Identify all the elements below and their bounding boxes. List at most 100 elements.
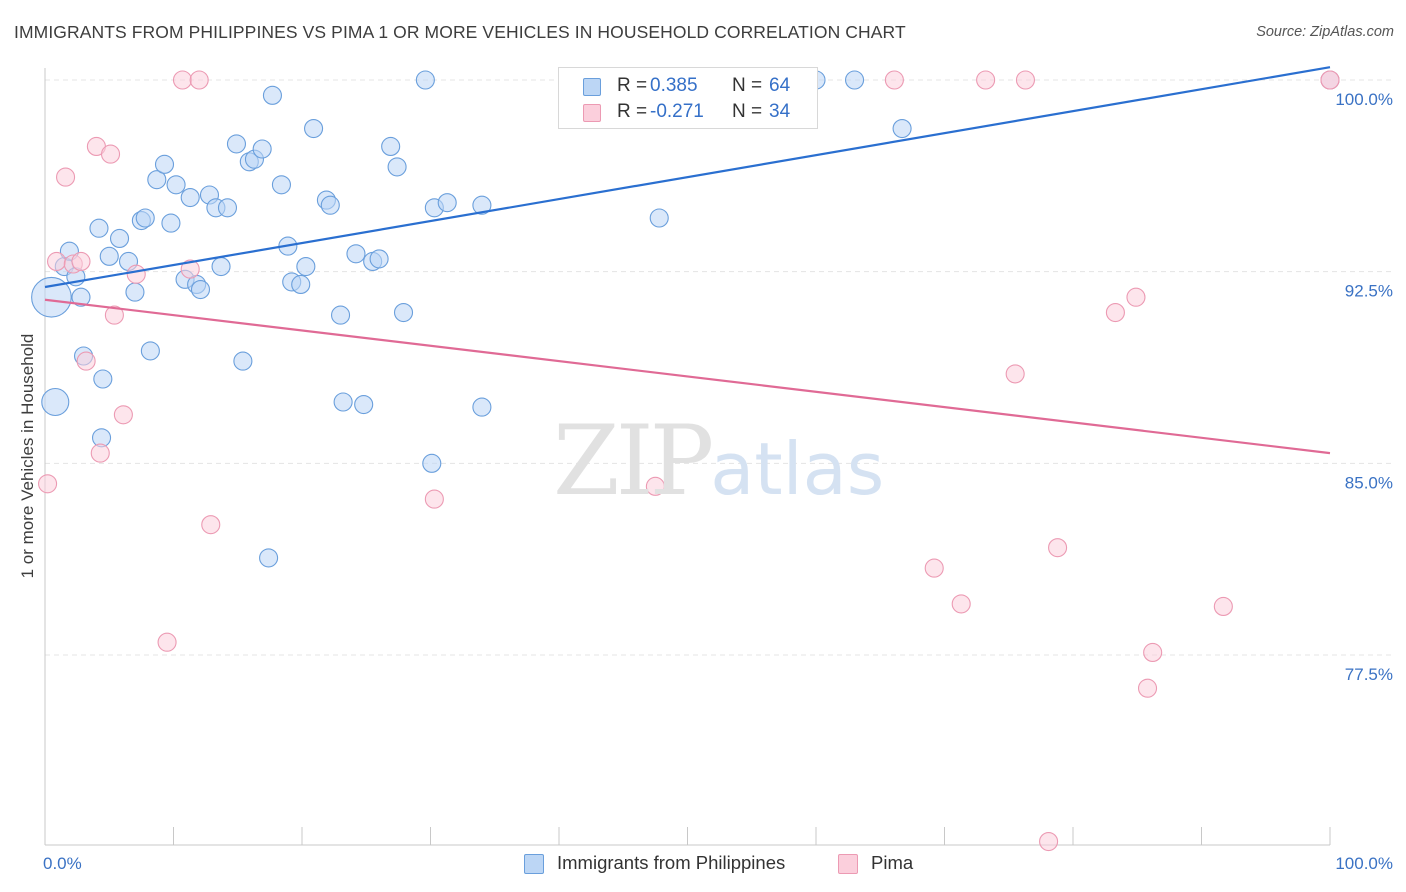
philippines-point: [387, 157, 407, 177]
pima-point: [47, 251, 67, 271]
philippines-point: [180, 188, 200, 208]
philippines-point: [226, 134, 247, 154]
philippines-point: [135, 208, 155, 228]
philippines-point: [354, 395, 374, 415]
philippines-point: [333, 392, 353, 412]
philippines-point: [271, 175, 291, 195]
pima-point: [71, 251, 91, 271]
philippines-point: [89, 218, 109, 238]
legend-label-pima: Pima: [871, 852, 914, 873]
pima-point: [104, 305, 124, 325]
philippines-point: [252, 139, 272, 159]
pima-point: [1039, 832, 1059, 852]
pima-point: [645, 476, 665, 496]
philippines-point: [437, 193, 457, 213]
pima-point: [113, 405, 133, 425]
watermark-zip: ZIP: [553, 405, 714, 517]
philippines-point: [211, 257, 231, 277]
pima-point: [1213, 596, 1233, 616]
r-label: R =: [617, 101, 648, 122]
pima-point: [884, 70, 904, 90]
n-value: 64: [769, 75, 791, 96]
philippines-point: [844, 70, 865, 90]
pima-point: [1137, 678, 1158, 698]
y-tick-label: 77.5%: [1345, 665, 1393, 684]
philippines-point: [262, 85, 282, 105]
pima-point: [951, 594, 971, 614]
pima-point: [172, 70, 193, 90]
philippines-point: [369, 249, 389, 269]
philippines-point: [346, 244, 366, 264]
pima-point: [126, 264, 146, 284]
pima-point: [38, 474, 58, 494]
philippines-point: [892, 119, 912, 139]
philippines-point: [154, 154, 175, 174]
n-label: N =: [732, 75, 763, 96]
y-tick-label: 85.0%: [1345, 473, 1393, 492]
pima-point: [1105, 303, 1125, 323]
philippines-point: [233, 351, 253, 371]
philippines-point: [415, 70, 435, 90]
chart-source: Source: ZipAtlas.com: [1256, 24, 1394, 40]
philippines-swatch: [583, 78, 601, 96]
philippines-point: [381, 136, 401, 156]
philippines-trend-line: [44, 66, 1331, 289]
philippines-point: [422, 453, 442, 473]
pima-point: [157, 632, 177, 652]
philippines-point: [472, 195, 492, 215]
philippines-point: [649, 208, 669, 228]
r-value: 0.385: [650, 75, 698, 96]
philippines-point: [190, 280, 211, 300]
philippines-point: [320, 195, 340, 215]
philippines-point: [31, 276, 72, 318]
pima-point: [1143, 642, 1163, 662]
philippines-point: [140, 341, 160, 361]
pima-point: [180, 259, 200, 279]
pima-point: [1005, 364, 1025, 384]
philippines-point: [71, 287, 91, 307]
philippines-point: [217, 198, 238, 218]
pima-point: [56, 167, 76, 187]
r-value: -0.271: [650, 101, 704, 122]
philippines-point: [93, 369, 113, 389]
legend-swatch-pima: [838, 854, 858, 874]
philippines-point: [291, 274, 311, 294]
pima-point: [76, 351, 96, 371]
pima-point: [1015, 70, 1036, 90]
pima-point: [100, 144, 121, 164]
n-label: N =: [732, 101, 763, 122]
pima-point: [424, 489, 444, 509]
legend-swatch-philippines: [524, 854, 544, 874]
n-value: 34: [769, 101, 791, 122]
philippines-point: [472, 397, 492, 417]
philippines-point: [296, 257, 316, 277]
philippines-point: [166, 175, 186, 195]
watermark-atlas: atlas: [710, 427, 885, 511]
r-label: R =: [617, 75, 648, 96]
y-tick-label: 100.0%: [1335, 90, 1393, 109]
pima-trend-line: [44, 298, 1331, 455]
pima-point: [1126, 287, 1146, 307]
philippines-point: [393, 303, 414, 323]
legend-label-philippines: Immigrants from Philippines: [557, 852, 786, 873]
pima-point: [189, 70, 209, 90]
y-axis-label: 1 or more Vehicles in Household: [18, 333, 37, 579]
philippines-point: [330, 305, 351, 325]
watermark: ZIPatlas: [553, 405, 884, 517]
y-tick-label: 92.5%: [1345, 282, 1393, 301]
philippines-point: [125, 282, 145, 302]
pima-point: [924, 558, 944, 578]
philippines-point: [41, 387, 70, 417]
pima-point: [976, 70, 996, 90]
correlation-box: R = 0.385 N = 64 R = -0.271 N = 34: [558, 67, 818, 129]
chart-title: IMMIGRANTS FROM PHILIPPINES VS PIMA 1 OR…: [14, 22, 906, 42]
philippines-point: [109, 228, 130, 248]
philippines-point: [147, 170, 167, 190]
pima-swatch: [583, 104, 601, 122]
pima-point: [90, 443, 110, 463]
philippines-point: [99, 246, 119, 266]
philippines-point: [259, 548, 279, 568]
pima-point: [201, 515, 221, 535]
x-tick-label: 100.0%: [1335, 854, 1393, 873]
